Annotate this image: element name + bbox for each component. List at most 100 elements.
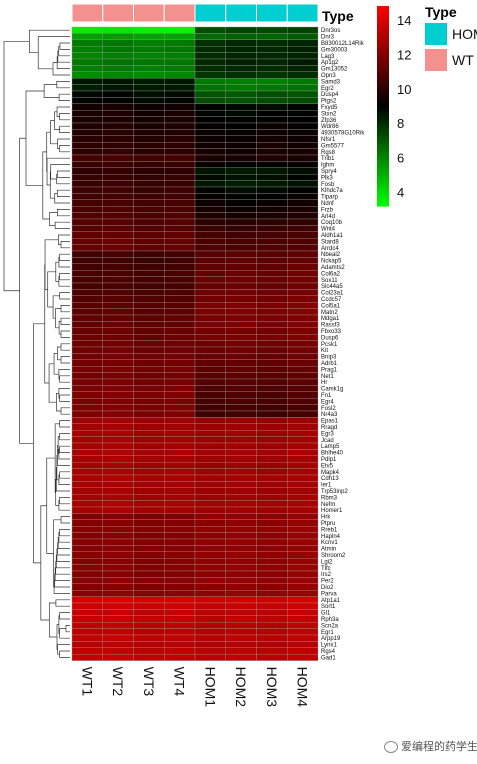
heatmap-cell [194,628,226,636]
heatmap-cell [194,378,226,386]
heatmap-cell [102,244,134,252]
heatmap-cell [164,212,196,220]
colorbar-swatch [377,142,389,145]
heatmap-cell [256,167,288,175]
heatmap-cell [133,455,165,463]
heatmap-cell [256,577,288,584]
heatmap-cell [287,244,319,252]
heatmap-cell [225,430,257,437]
heatmap-cell [164,641,196,648]
heatmap-cell [225,129,257,136]
heatmap-cell [256,90,288,98]
colorbar-swatch [377,190,389,193]
heatmap-cell [256,564,288,572]
row-label: Nr4a3 [321,412,338,418]
heatmap-cell [225,634,257,642]
colorbar-swatch [377,106,389,109]
heatmap-cell [225,353,257,360]
heatmap-cell [287,167,319,175]
row-label: Zfp36 [321,118,337,124]
heatmap-cell [71,615,103,623]
heatmap-cell [102,116,134,124]
heatmap-cell [133,622,165,629]
row-label: Egr2 [321,86,334,92]
heatmap-cell [133,129,165,136]
heatmap-cell [133,385,165,392]
colorbar-swatch [377,70,389,73]
heatmap-cell [194,270,226,277]
heatmap-cell [164,295,196,303]
heatmap-cell [194,558,226,565]
heatmap-cell [256,52,288,60]
heatmap-cell [287,430,319,437]
heatmap-cell [102,26,134,34]
heatmap-cell [133,257,165,264]
heatmap-cell [194,206,226,213]
row-label: Slc44a5 [321,284,343,290]
heatmap-cell [71,116,103,124]
heatmap-cell [256,135,288,143]
heatmap-cell [225,487,257,495]
heatmap-cell [71,372,103,380]
heatmap-cell [287,314,319,322]
colorbar-swatch [377,114,389,117]
heatmap-cell [256,110,288,117]
heatmap-cell [164,366,196,373]
heatmap-cell [194,212,226,220]
row-label: Bnip3 [321,355,337,361]
heatmap-cell [164,372,196,380]
colorbar-swatch [377,14,389,17]
dendrogram-branch [58,93,70,101]
heatmap-cell [102,398,134,405]
heatmap-cell [287,84,319,92]
heatmap-cell [256,103,288,111]
heatmap-cell [102,289,134,296]
heatmap-cell [194,46,226,53]
heatmap-cell [102,430,134,437]
heatmap-cell [164,302,196,309]
heatmap-cell [133,628,165,636]
heatmap-cell [133,135,165,143]
heatmap-cell [194,596,226,604]
dendrogram-branch [52,295,60,319]
heatmap-cell [102,449,134,456]
heatmap-cell [102,410,134,418]
heatmap-cell [194,174,226,181]
heatmap-cell [225,602,257,610]
heatmap-cell [194,385,226,392]
heatmap-cell [71,654,103,661]
dendrogram-branch [59,497,70,505]
row-label: Adrb1 [321,361,338,367]
column-label-wt3: WT3 [141,667,157,697]
heatmap-cell [287,519,319,527]
dendrogram-branch [56,393,62,412]
heatmap-cell [133,103,165,111]
heatmap-cell [225,647,257,655]
heatmap-cell [164,65,196,72]
dendrogram-branch [56,189,70,197]
colorbar-swatch [377,8,389,11]
heatmap-cell [287,417,319,424]
heatmap-cell [133,654,165,661]
heatmap-cell [164,564,196,572]
heatmap-cell [71,378,103,386]
heatmap-cell [102,135,134,143]
heatmap-cell [256,129,288,136]
heatmap-cell [71,135,103,143]
heatmap-cell [256,302,288,309]
heatmap-cell [225,654,257,661]
heatmap-cell [225,378,257,386]
colorbar-swatch [377,44,389,47]
heatmap-cell [133,372,165,380]
row-label: Stard8 [321,239,339,245]
heatmap-cell [256,257,288,264]
heatmap-cell [225,391,257,399]
dendrogram-branch [53,580,70,594]
colorbar-swatch [377,194,389,197]
heatmap-cell [225,295,257,303]
dendrogram-branch [47,271,56,308]
heatmap-cell [133,519,165,527]
annotation-bar-title: Type [322,8,354,24]
heatmap-cell [225,372,257,380]
dendrogram-branch [44,239,59,290]
